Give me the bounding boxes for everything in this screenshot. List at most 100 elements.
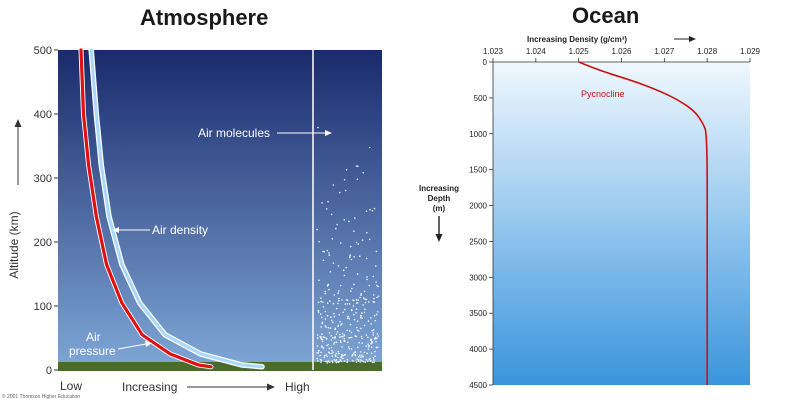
y-tick-label: 3000 (469, 273, 487, 282)
air-molecule-dots (316, 126, 380, 364)
air-molecule-dot (341, 322, 343, 325)
air-molecule-dot (364, 308, 366, 311)
air-molecule-dot (344, 308, 346, 311)
air-molecule-dot (373, 314, 376, 317)
air-molecule-dot (333, 312, 335, 315)
air-molecule-dot (327, 283, 330, 286)
air-molecule-dot (370, 346, 373, 349)
air-molecule-dot (332, 262, 335, 265)
air-molecule-dot (341, 299, 343, 301)
air-molecule-dot (337, 325, 339, 327)
air-molecule-dot (334, 337, 337, 339)
air-molecule-dot (367, 343, 369, 345)
air-molecule-dot (328, 332, 331, 334)
air-molecule-dot (353, 313, 355, 316)
air-molecule-dot (372, 300, 375, 303)
air-molecule-dot (366, 352, 369, 355)
air-molecule-dot (322, 347, 325, 349)
air-molecule-dot (353, 318, 356, 321)
x-low-label: Low (60, 379, 82, 393)
right-arrow-icon (325, 130, 332, 136)
air-molecule-dot (334, 328, 336, 331)
air-molecule-dot (327, 360, 329, 363)
air-molecule-dot (319, 358, 322, 361)
air-molecule-dot (360, 356, 362, 358)
air-molecule-dot (338, 352, 340, 355)
air-molecule-dot (344, 303, 347, 305)
air-molecule-dot (336, 223, 338, 226)
air-molecule-dot (375, 338, 377, 340)
air-molecule-dot (340, 357, 343, 359)
air-molecule-dot (359, 317, 362, 319)
air-molecule-dot (319, 354, 322, 357)
air-molecule-dot (355, 312, 357, 314)
air-molecule-dot (373, 207, 376, 210)
air-molecule-dot (368, 284, 371, 287)
air-molecule-dot (319, 313, 322, 315)
air-molecule-dot (344, 353, 347, 356)
air-molecule-dot (316, 345, 319, 347)
air-molecule-dot (361, 342, 363, 344)
air-molecule-dot (372, 334, 375, 336)
air-molecule-dot (324, 292, 327, 295)
air-molecule-dot (346, 303, 349, 305)
air-molecule-dot (370, 340, 373, 343)
air-molecule-dot (348, 303, 351, 305)
air-molecule-dot (350, 290, 352, 292)
air-molecule-dot (337, 265, 340, 267)
air-molecule-dot (321, 340, 324, 343)
air-molecule-dot (357, 243, 360, 245)
air-molecule-dot (328, 352, 331, 355)
y-tick-label: 100 (34, 301, 52, 313)
air-molecule-dot (335, 352, 338, 355)
air-molecule-dot (355, 308, 358, 311)
air-molecule-dot (370, 317, 372, 319)
air-molecule-dot (321, 321, 324, 324)
air-molecule-dot (346, 317, 349, 320)
air-molecule-dot (375, 281, 377, 283)
air-molecule-dot (345, 266, 348, 269)
air-molecule-dot (358, 330, 360, 332)
air-molecule-dot (317, 352, 320, 354)
air-molecule-dot (365, 210, 368, 213)
air-molecule-dot (353, 283, 355, 286)
air-molecule-dot (353, 299, 355, 302)
air-molecule-dot (369, 357, 371, 360)
air-molecule-dot (334, 354, 337, 356)
x-tick-label: 1.026 (611, 47, 632, 56)
air-molecule-dot (375, 346, 378, 349)
air-molecule-dot (339, 340, 342, 342)
air-molecule-dot (338, 314, 341, 316)
air-molecule-dot (355, 241, 358, 244)
air-molecule-dot (343, 360, 346, 362)
air-molecule-dot (336, 307, 338, 310)
air-molecule-dot (337, 361, 340, 364)
air-molecule-dot (326, 249, 329, 252)
air-molecule-dot (330, 319, 333, 322)
air-molecule-dot (372, 294, 375, 296)
air-molecule-dot (325, 354, 328, 356)
air-molecule-dot (327, 200, 329, 203)
down-arrow-icon (435, 234, 443, 242)
air-molecule-dot (326, 355, 329, 358)
pycnocline-label: Pycnocline (581, 89, 625, 99)
air-molecule-dot (322, 250, 324, 253)
air-molecule-dot (357, 346, 359, 349)
air-molecule-dot (353, 255, 356, 258)
air-molecule-dot (374, 355, 377, 358)
air-molecule-dot (321, 346, 324, 348)
air-molecule-dot (349, 254, 352, 256)
air-molecule-dot (333, 341, 336, 344)
air-molecule-dot (339, 191, 341, 194)
air-molecule-dot (360, 327, 362, 330)
air-molecule-dot (331, 350, 333, 352)
air-molecule-dot (346, 299, 349, 302)
air-molecule-dot (323, 354, 326, 357)
air-molecule-dot (371, 329, 374, 332)
air-molecule-dot (316, 228, 318, 231)
air-molecule-dot (334, 355, 337, 358)
air-molecule-dot (329, 327, 332, 329)
air-molecule-dot (333, 359, 335, 361)
x-tick-label: 1.027 (654, 47, 675, 56)
